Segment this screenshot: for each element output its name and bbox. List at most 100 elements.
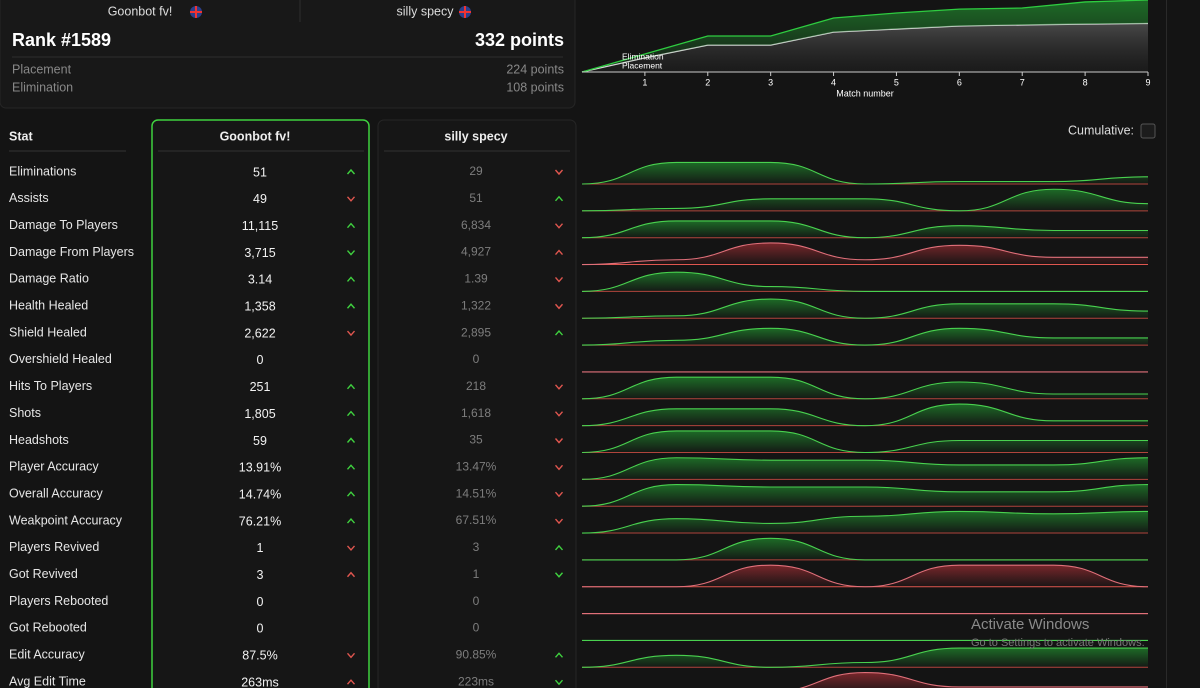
trend-arrow: [346, 168, 356, 175]
stat-row: Players Revived 1 3: [9, 537, 1148, 561]
breakdown-value: 224 points: [506, 62, 564, 76]
sparkline: [581, 327, 1148, 346]
x-tick-label: 2: [705, 77, 710, 87]
stat-name: Eliminations: [9, 164, 76, 178]
trend-arrow: [554, 411, 564, 417]
summary-card: [0, 0, 576, 109]
sparkline: [581, 457, 1149, 480]
player-value: 2,622: [244, 326, 275, 340]
series-label: Placement: [622, 60, 663, 70]
stat-row: Damage To Players 11,115 6,834: [9, 218, 1148, 239]
watermark-subtitle: Go to Settings to activate Windows.: [971, 637, 1145, 649]
sparkline: [581, 647, 1148, 668]
stat-name: Weakpoint Accuracy: [9, 513, 123, 527]
breakdown-value: 108 points: [506, 80, 564, 94]
sparkline-area: [582, 538, 1148, 560]
player-value: 51: [253, 165, 267, 179]
trend-arrow: [346, 410, 356, 417]
sparkline-area: [582, 299, 1148, 319]
sparkline: [581, 510, 1149, 534]
x-tick-label: 3: [768, 77, 773, 87]
sparkline-area: [582, 511, 1148, 534]
sparkline: [581, 220, 1148, 239]
stat-name: Player Accuracy: [9, 460, 99, 474]
player-value: 14.51%: [456, 486, 497, 500]
stat-row: Assists 49 51: [9, 188, 1149, 212]
stat-name: Health Healed: [9, 299, 88, 313]
x-tick-label: 6: [957, 77, 962, 87]
cumulative-label: Cumulative:: [1068, 123, 1134, 137]
sparkline-area: [582, 484, 1148, 507]
player-value: 49: [253, 192, 267, 206]
stat-name: Got Revived: [9, 567, 78, 581]
trend-arrow: [346, 652, 356, 659]
trend-arrow: [554, 464, 564, 471]
player-value: 0: [257, 595, 264, 609]
x-axis-label: Match number: [836, 88, 894, 98]
sparkline-area: [582, 189, 1148, 211]
cumulative-checkbox[interactable]: [1140, 123, 1156, 139]
sparkline: [581, 161, 1149, 185]
player-value: 11,115: [242, 219, 278, 233]
trend-arrow: [554, 384, 564, 390]
trend-arrow: [346, 196, 356, 202]
player-value: 3,715: [244, 246, 275, 260]
player-value: 1: [257, 541, 264, 555]
sparkline-area: [582, 565, 1148, 587]
stat-row: Got Revived 3 1: [9, 564, 1149, 588]
trend-arrow: [554, 195, 564, 202]
stat-name: Hits To Players: [9, 379, 92, 393]
trend-arrow: [346, 491, 356, 497]
x-tick-label: 8: [1083, 77, 1088, 87]
player-value: 1: [473, 567, 480, 581]
sparkline: [581, 537, 1148, 561]
player-value: 14.74%: [239, 487, 281, 501]
line: [581, 0, 1149, 73]
player-value: 13.91%: [239, 461, 281, 475]
x-tick-label: 1: [642, 77, 647, 87]
player-value: 67.51%: [456, 513, 497, 527]
x-tick-label: 4: [831, 77, 836, 87]
player-value: 3: [473, 540, 480, 554]
player-value: 6,834: [461, 218, 491, 232]
stat-row: Avg Edit Time 263ms 223ms: [9, 671, 1148, 688]
trend-arrow: [346, 303, 356, 309]
player-value: 0: [257, 622, 264, 636]
trend-arrow: [346, 276, 356, 282]
stat-row: Edit Accuracy 87.5% 90.85%: [9, 647, 1148, 668]
player-value: 51: [469, 191, 483, 205]
player-value: 90.85%: [456, 647, 497, 661]
trend-arrow: [346, 383, 356, 390]
sparkline: [581, 564, 1149, 588]
column-header: silly specy: [444, 129, 507, 143]
player-value: 0: [473, 594, 480, 608]
player-value: 223ms: [458, 674, 494, 688]
sparkline-area: [582, 220, 1148, 238]
stat-name: Damage Ratio: [9, 272, 89, 286]
stat-name: Damage To Players: [9, 218, 118, 232]
sparkline: [581, 430, 1148, 454]
trend-arrow: [554, 223, 564, 229]
sparkline-area: [582, 648, 1148, 668]
stat-row: Got Rebooted 0 0: [9, 621, 1148, 642]
trend-arrow: [554, 330, 564, 336]
trend-arrow: [554, 276, 564, 283]
trend-arrow: [346, 222, 356, 229]
x-tick-label: 5: [894, 77, 899, 87]
player-value: 0: [473, 621, 480, 635]
rank: Rank #1589: [12, 30, 111, 50]
trend-arrow: [554, 652, 564, 658]
stat-name: Headshots: [9, 433, 69, 447]
player-value: 87.5%: [242, 649, 277, 663]
sparkline: [581, 188, 1149, 212]
player-value: 13.47%: [456, 460, 497, 474]
player-name: silly specy: [397, 4, 455, 18]
points: 332 points: [475, 30, 564, 50]
player-value: 1,358: [244, 300, 275, 314]
player-value: 263ms: [241, 675, 279, 688]
trend-arrow: [346, 545, 356, 551]
trend-arrow: [554, 438, 564, 444]
player-value: 29: [469, 164, 483, 178]
trend-arrow: [346, 517, 356, 524]
